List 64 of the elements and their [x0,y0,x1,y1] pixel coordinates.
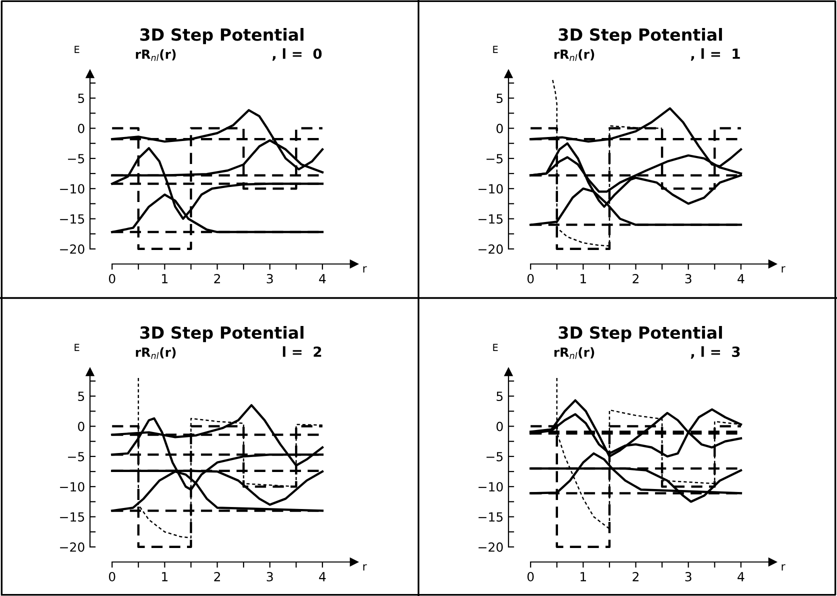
x-tick-label: 3 [685,572,692,582]
x-tick-label: 0 [108,572,116,582]
y-tick-label: −20 [478,244,503,254]
x-tick-label: 2 [214,274,220,284]
x-tick-label: 4 [319,274,326,284]
x-tick-label: 2 [214,572,220,582]
y-tick-label: −5 [486,154,503,164]
y-tick-label: 5 [78,94,84,104]
x-tick-label: 2 [632,274,638,284]
y-axis-title: E [74,344,80,351]
x-axis-title: r [363,564,367,570]
y-axis-title: E [493,46,498,53]
chart-title: 3D Step Potential [140,28,304,44]
y-tick-label: 5 [496,392,503,402]
y-tick-label: 5 [496,94,503,104]
y-tick-label: −10 [478,184,503,194]
y-tick-label: −20 [478,542,503,552]
y-tick-label: −10 [478,482,503,492]
chart-subtitle: rR$_{nl}$(r) [554,347,594,359]
y-tick-label: −5 [68,154,84,164]
chart-title: 3D Step Potential [558,326,722,342]
y-tick-label: 0 [496,124,503,134]
x-tick-label: 0 [108,274,116,284]
x-axis-title: r [782,564,786,570]
y-axis-title: E [74,46,80,53]
chart-title: 3D Step Potential [558,28,722,44]
y-tick-label: 0 [78,422,84,432]
chart-subtitle: rR$_{nl}$(r) [554,49,594,61]
x-tick-label: 0 [527,274,534,284]
y-tick-label: −5 [486,452,503,462]
x-tick-label: 3 [266,572,273,582]
x-tick-label: 1 [162,274,168,284]
y-tick-label: 0 [78,124,84,134]
x-tick-label: 3 [266,274,273,284]
text: , l = 3 [690,346,740,359]
y-tick-label: −15 [478,512,503,522]
text: l = 2 [282,346,322,357]
chart-title: 3D Step Potential [140,326,304,342]
x-tick-label: 4 [319,572,326,582]
y-tick-label: −10 [60,184,84,194]
y-tick-label: 5 [78,392,84,402]
text: , l = 1 [690,48,740,61]
y-tick-label: −5 [68,452,84,462]
y-tick-label: −10 [60,482,84,492]
x-tick-label: 1 [162,572,168,582]
x-axis-title: r [782,266,786,272]
x-tick-label: 0 [527,572,534,582]
x-tick-label: 4 [738,572,744,582]
x-tick-label: 2 [632,572,638,582]
y-axis-title: E [493,344,498,351]
y-tick-label: −15 [60,214,84,224]
x-tick-label: 1 [580,572,586,582]
chart-subtitle: rR$_{nl}$(r) [136,49,176,61]
x-tick-label: 1 [580,274,586,284]
y-tick-label: −20 [60,542,84,552]
x-tick-label: 3 [685,274,692,284]
x-tick-label: 4 [738,274,744,284]
text: , l = 0 [272,48,322,61]
y-tick-label: −15 [60,512,84,522]
y-tick-label: −20 [60,244,84,254]
chart-subtitle: rR$_{nl}$(r) [136,347,176,359]
y-tick-label: −15 [478,214,503,224]
x-axis-title: r [363,266,367,272]
y-tick-label: 0 [496,422,503,432]
